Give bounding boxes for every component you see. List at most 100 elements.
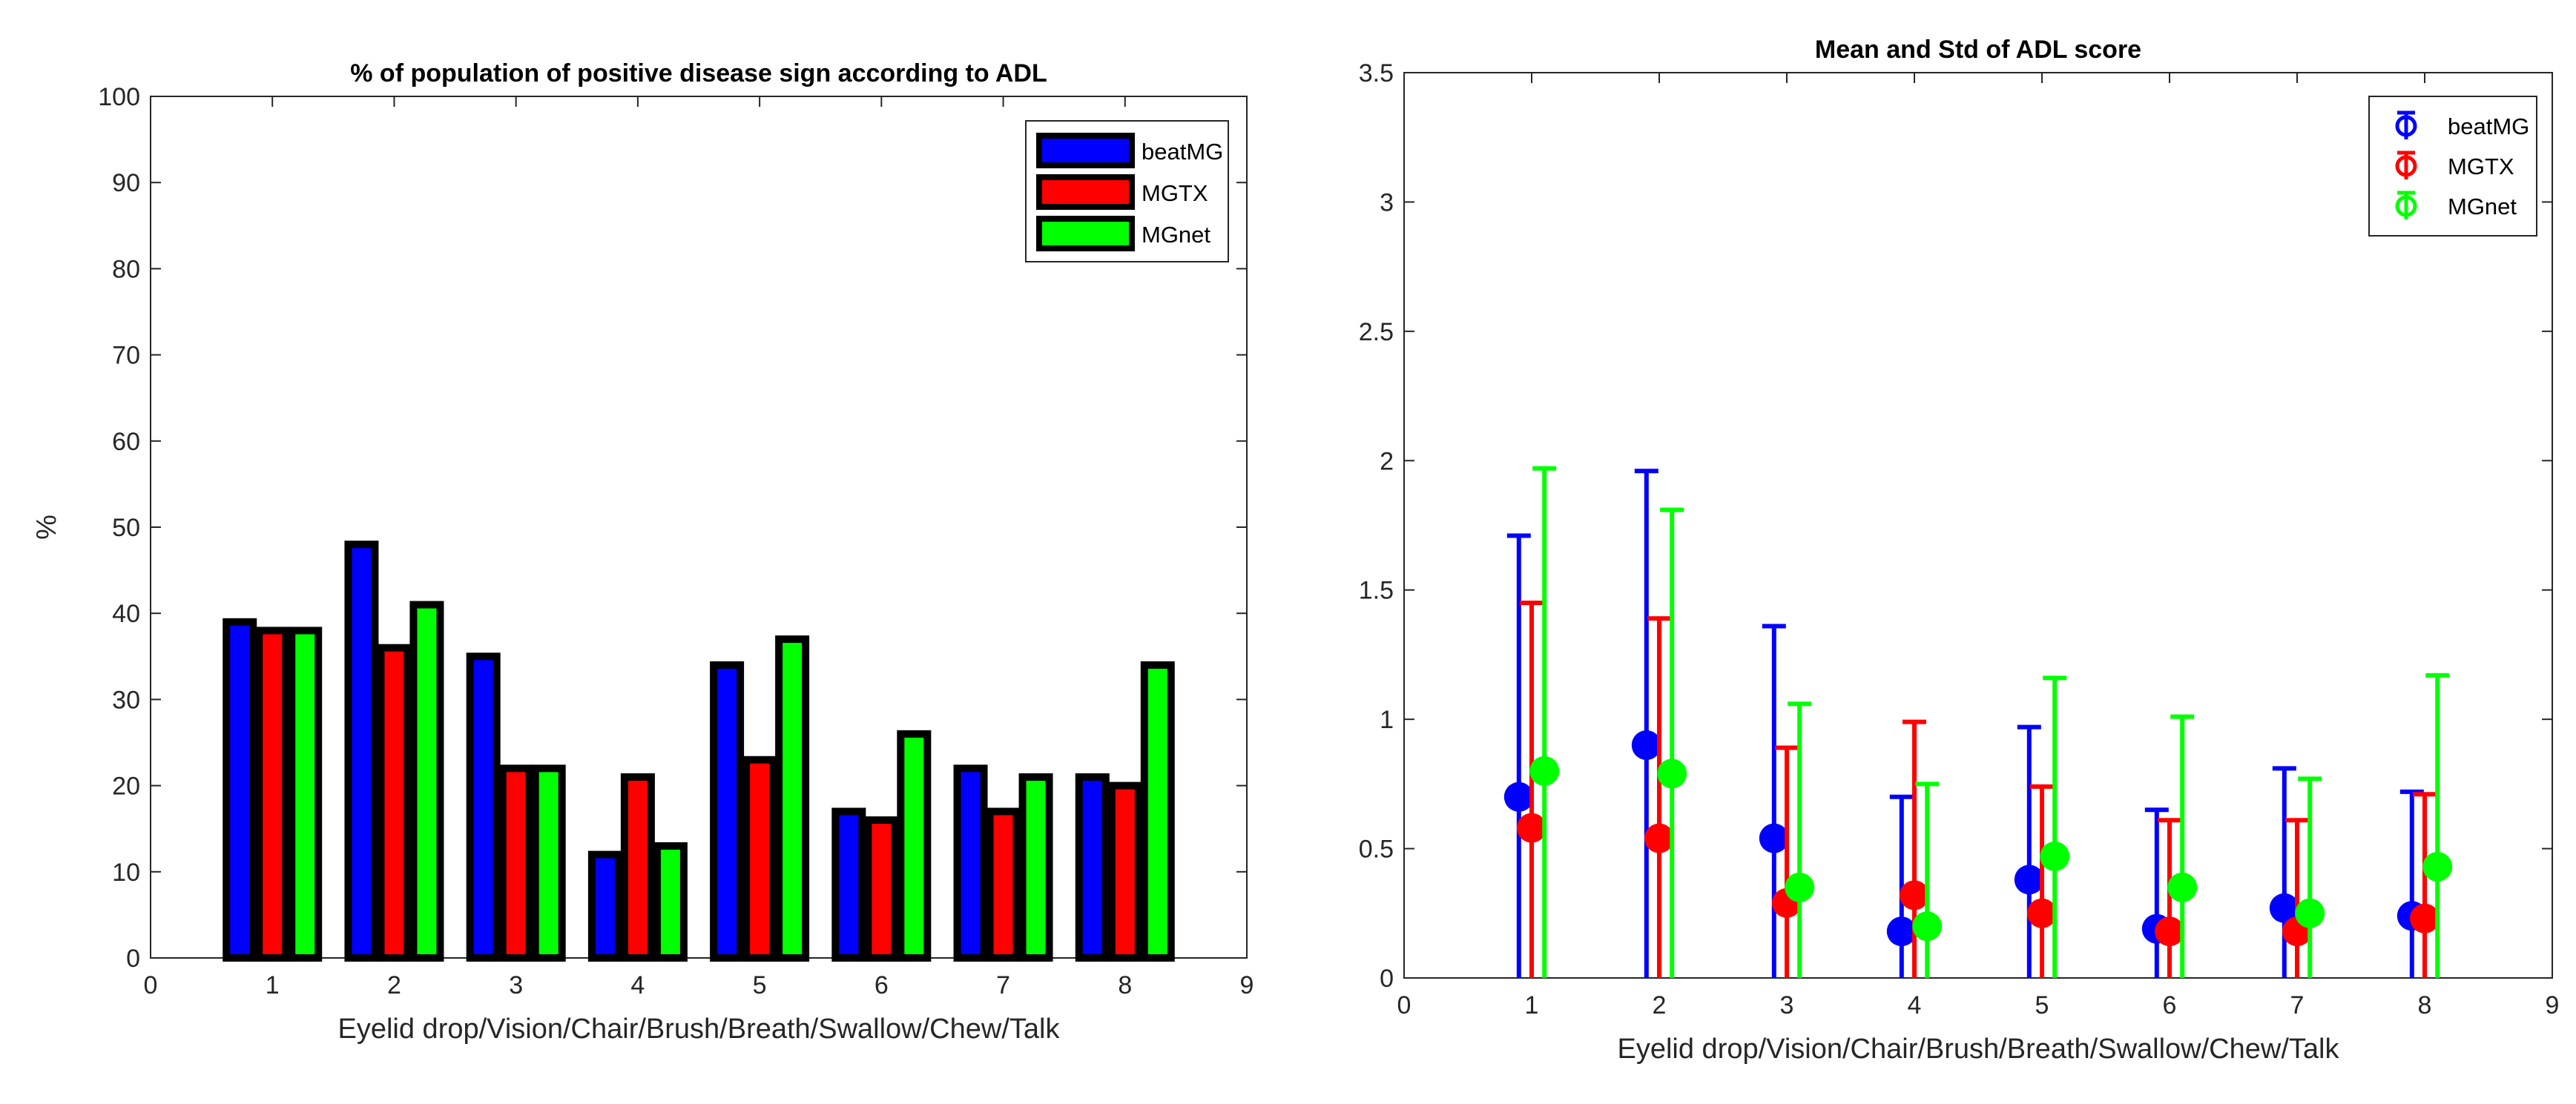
plot-area <box>1403 72 2553 979</box>
mean-marker-MGTX-5 <box>2027 898 2057 928</box>
mean-marker-MGnet-3 <box>1785 872 1815 902</box>
mean-marker-MGnet-1 <box>1529 756 1560 786</box>
x-tick-label: 9 <box>1240 971 1254 999</box>
x-tick-label: 6 <box>2163 991 2177 1019</box>
legend-label-beatMG: beatMG <box>2448 113 2529 139</box>
bar-MGnet-3 <box>531 764 566 962</box>
bar-MGnet-2 <box>409 601 444 962</box>
x-tick-label: 2 <box>387 971 401 999</box>
legend-label-MGTX: MGTX <box>1142 180 1208 206</box>
chart-title: % of population of positive disease sign… <box>350 59 1047 87</box>
legend-swatch-MGTX <box>1036 174 1135 210</box>
x-axis-label: Eyelid drop/Vision/Chair/Brush/Breath/Sw… <box>1618 1034 2340 1065</box>
x-tick-label: 5 <box>2035 991 2049 1019</box>
mean-marker-beatMG-7 <box>2269 893 2299 923</box>
bar-beatMG-5 <box>710 661 745 962</box>
bar-beatMG-6 <box>831 807 866 962</box>
mean-marker-beatMG-4 <box>1886 916 1917 947</box>
bar-MGTX-3 <box>498 764 533 962</box>
legend-marker-MGnet <box>2395 195 2417 217</box>
y-tick-label: 70 <box>112 342 140 370</box>
bar-MGTX-6 <box>864 816 899 962</box>
bar-MGTX-4 <box>620 773 655 962</box>
y-tick-label: 0 <box>1380 965 1394 993</box>
x-tick-label: 6 <box>874 971 889 999</box>
x-tick-label: 1 <box>266 971 280 999</box>
right-chart: 0 1 2 3 4 5 6 7 8 9 0 0.5 1 1.5 2 2.5 3 3.5 Mean and Std o… <box>1359 36 2560 1065</box>
bar-beatMG-2 <box>344 541 379 962</box>
x-tick-label: 7 <box>2290 991 2305 1019</box>
legend-label-MGnet: MGnet <box>2448 194 2517 219</box>
mean-marker-MGnet-4 <box>1912 911 1943 942</box>
mean-marker-MGnet-8 <box>2422 851 2453 882</box>
legend-swatch-beatMG <box>1036 133 1135 168</box>
bar-MGnet-8 <box>1140 661 1175 962</box>
y-tick-label: 3 <box>1380 188 1394 216</box>
x-tick-label: 9 <box>2546 991 2560 1019</box>
mean-marker-MGTX-8 <box>2410 903 2440 933</box>
x-tick-label: 5 <box>753 971 767 999</box>
mean-marker-MGTX-6 <box>2155 916 2184 947</box>
y-tick-label: 30 <box>112 686 140 714</box>
y-tick-label: 3.5 <box>1359 59 1394 87</box>
legend-swatch-MGnet <box>1036 216 1135 251</box>
y-tick-label: 0.5 <box>1359 836 1394 864</box>
bar-MGnet-1 <box>288 627 323 962</box>
mean-marker-MGTX-1 <box>1517 813 1546 843</box>
y-tick-label: 1 <box>1380 706 1394 734</box>
y-axis-label: % <box>31 515 62 540</box>
x-tick-label: 7 <box>996 971 1010 999</box>
x-tick-label: 0 <box>144 971 158 999</box>
y-tick-label: 2.5 <box>1359 318 1394 346</box>
x-axis-label: Eyelid drop/Vision/Chair/Brush/Breath/Sw… <box>338 1014 1061 1045</box>
bar-beatMG-4 <box>587 850 622 962</box>
x-tick-label: 3 <box>1780 991 1794 1019</box>
bar-beatMG-1 <box>223 618 257 962</box>
legend-marker-MGTX <box>2395 155 2417 177</box>
mean-marker-MGTX-2 <box>1644 823 1674 853</box>
bar-MGTX-5 <box>742 756 777 962</box>
mean-marker-MGnet-5 <box>2040 842 2070 872</box>
bar-beatMG-8 <box>1075 773 1110 962</box>
x-tick-label: 8 <box>1118 971 1132 999</box>
x-tick-label: 8 <box>2418 991 2432 1019</box>
x-tick-label: 1 <box>1525 991 1539 1019</box>
mean-marker-beatMG-1 <box>1503 781 1534 812</box>
x-tick-label: 4 <box>1908 991 1922 1019</box>
y-tick-label: 0 <box>126 945 140 973</box>
y-tick-label: 10 <box>112 859 140 887</box>
x-tick-label: 3 <box>509 971 523 999</box>
mean-marker-beatMG-2 <box>1631 730 1661 761</box>
y-tick-label: 80 <box>112 255 140 283</box>
chart-title: Mean and Std of ADL score <box>1815 36 2141 64</box>
y-tick-label: 20 <box>112 773 140 801</box>
bar-MGnet-4 <box>653 842 688 962</box>
x-tick-label: 0 <box>1397 991 1411 1019</box>
bar-MGnet-5 <box>775 635 810 962</box>
y-tick-label: 90 <box>112 169 140 197</box>
mean-marker-MGnet-7 <box>2295 898 2325 928</box>
mean-marker-beatMG-5 <box>2014 865 2044 895</box>
x-tick-label: 4 <box>630 971 645 999</box>
y-tick-label: 60 <box>112 428 140 456</box>
mean-marker-beatMG-3 <box>1759 823 1789 853</box>
y-tick-label: 50 <box>112 514 140 542</box>
legend-label-MGnet: MGnet <box>1142 222 1210 248</box>
mean-marker-MGTX-4 <box>1900 880 1929 910</box>
bar-beatMG-7 <box>953 764 988 962</box>
bar-beatMG-3 <box>466 652 501 962</box>
bar-MGnet-6 <box>897 730 932 962</box>
mean-marker-MGnet-2 <box>1657 758 1687 789</box>
bar-MGTX-8 <box>1107 781 1142 962</box>
y-tick-label: 2 <box>1380 447 1394 475</box>
y-tick-label: 1.5 <box>1359 577 1394 605</box>
legend-label-MGTX: MGTX <box>2448 153 2514 179</box>
legend-label-beatMG: beatMG <box>1142 139 1223 165</box>
legend-marker-beatMG <box>2395 115 2417 137</box>
bar-MGnet-7 <box>1018 773 1053 962</box>
y-tick-label: 40 <box>112 600 140 628</box>
bar-MGTX-1 <box>255 627 290 962</box>
